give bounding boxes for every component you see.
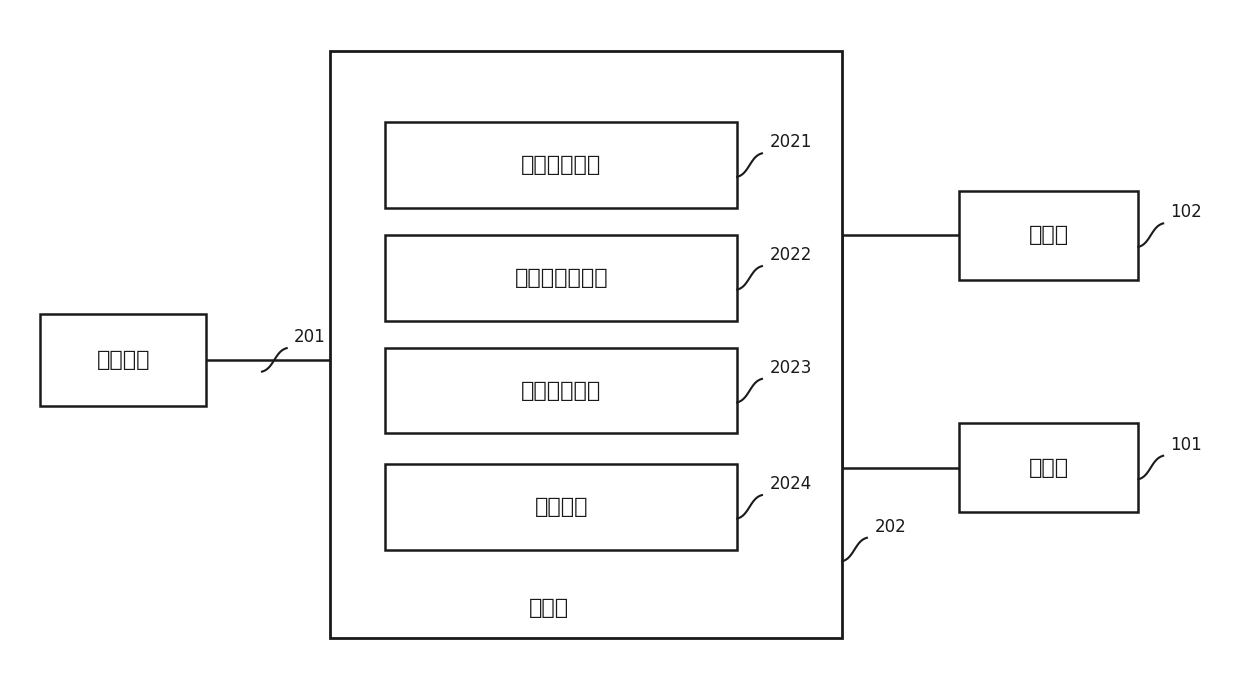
Bar (386, 348, 738, 433)
Bar (40, 313, 207, 406)
Text: 2024: 2024 (769, 475, 812, 493)
Text: 202: 202 (874, 517, 906, 536)
Text: 操作通讯模块: 操作通讯模块 (521, 380, 601, 400)
Text: 检测床控制模块: 检测床控制模块 (515, 268, 608, 288)
Bar (386, 123, 738, 208)
Bar (330, 50, 842, 639)
Text: 检测床: 检测床 (1029, 457, 1069, 477)
Text: 201: 201 (294, 328, 326, 346)
Bar (386, 235, 738, 320)
Text: 2021: 2021 (769, 133, 812, 152)
Text: 2022: 2022 (769, 246, 812, 264)
Text: 101: 101 (1171, 435, 1203, 454)
Text: 主控板: 主控板 (529, 597, 569, 617)
Text: 2023: 2023 (769, 359, 812, 377)
Bar (386, 464, 738, 550)
Text: 降噪模块: 降噪模块 (534, 497, 588, 517)
Bar (960, 191, 1138, 280)
Text: 102: 102 (1171, 203, 1203, 221)
Text: 扯描控制模块: 扯描控制模块 (521, 155, 601, 175)
Text: 操控设备: 操控设备 (97, 350, 150, 370)
Text: 扯描架: 扯描架 (1029, 225, 1069, 245)
Bar (960, 423, 1138, 512)
